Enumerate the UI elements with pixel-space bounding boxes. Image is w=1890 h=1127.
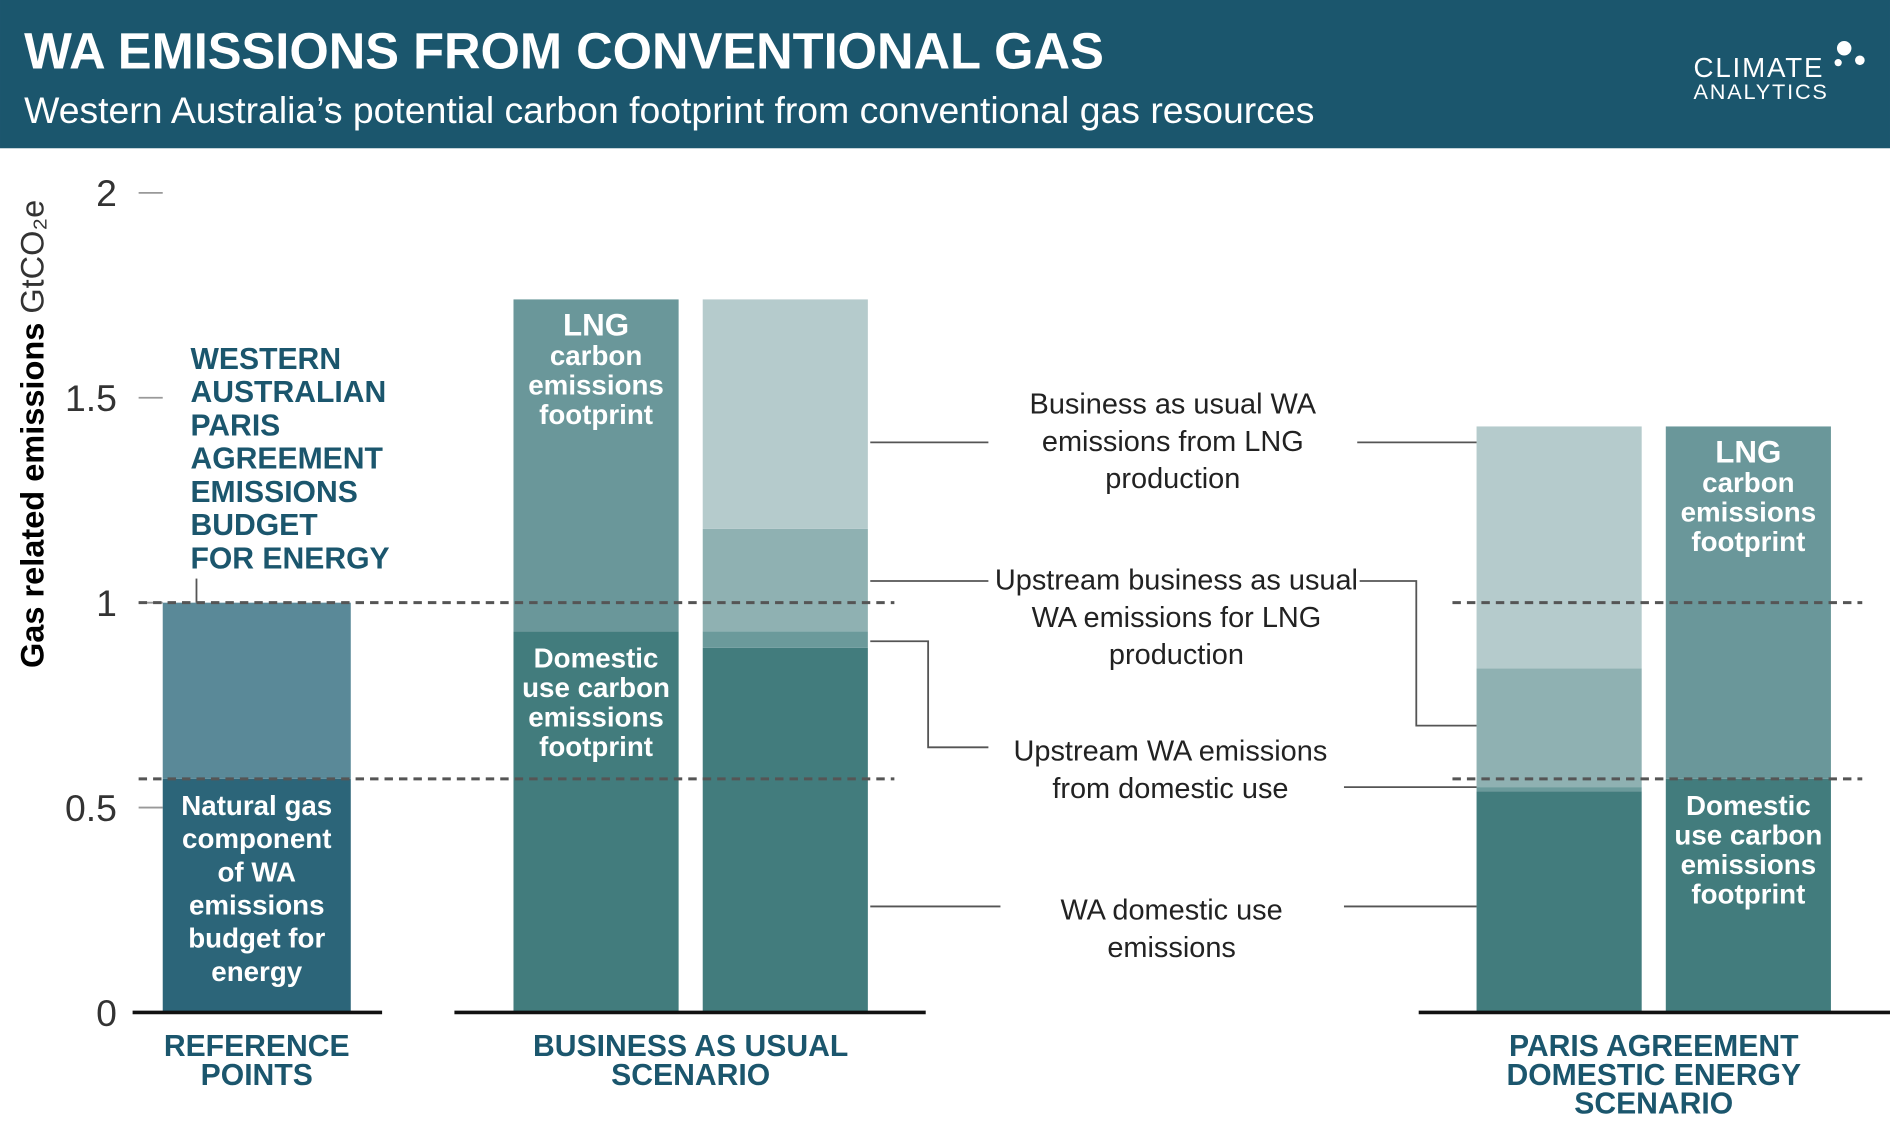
segment-label: Natural gas: [181, 790, 332, 821]
bar-segment: [162, 778, 351, 1013]
bar-segment: [702, 647, 868, 1013]
segment-label: footprint: [539, 399, 653, 430]
group-label: DOMESTIC ENERGY: [1506, 1059, 1801, 1092]
segment-label: emissions: [528, 370, 664, 401]
bar-segment: [513, 299, 679, 632]
y-tick-label: 0.5: [65, 787, 117, 829]
reference-note: FOR ENERGY: [190, 542, 389, 575]
group-label: SCENARIO: [1574, 1088, 1733, 1121]
segment-label: footprint: [1691, 879, 1805, 910]
logo-text: ANALYTICS: [1694, 79, 1829, 104]
segment-label: use carbon: [522, 672, 670, 703]
logo-text: CLIMATE: [1694, 52, 1825, 83]
bar-segment: [702, 631, 868, 648]
chart-title: WA EMISSIONS FROM CONVENTIONAL GAS: [24, 23, 1104, 80]
y-axis-unit: GtCO₂e: [14, 200, 50, 314]
chart-subtitle: Western Australia’s potential carbon foo…: [24, 89, 1314, 131]
annotation: WA domestic use: [1060, 895, 1282, 927]
segment-label: Domestic: [534, 643, 659, 674]
header-band: [0, 0, 1890, 149]
bar-segment: [1665, 778, 1831, 1013]
segment-label: footprint: [1691, 526, 1805, 557]
bar-segment: [702, 299, 868, 529]
reference-note: AUSTRALIAN: [190, 376, 386, 409]
group-label: SCENARIO: [611, 1059, 770, 1092]
annotation: emissions from LNG: [1042, 426, 1304, 458]
segment-label: LNG: [563, 308, 629, 343]
y-tick-label: 1: [96, 582, 117, 624]
logo-icon: [1855, 55, 1865, 66]
group-label: POINTS: [201, 1059, 313, 1092]
y-tick-label: 2: [96, 172, 117, 214]
bar-segment: [513, 631, 679, 1013]
annotation: Upstream WA emissions: [1014, 736, 1328, 768]
bar-segment: [702, 528, 868, 632]
reference-note: AGREEMENT: [190, 443, 383, 476]
segment-label: emissions: [528, 702, 664, 733]
segment-label: budget for: [188, 923, 325, 954]
annotation-leader: [870, 640, 989, 749]
reference-note: EMISSIONS: [190, 476, 357, 509]
bar-segment: [1476, 426, 1642, 669]
logo-icon: [1836, 40, 1852, 56]
bar-segment: [1476, 791, 1642, 1013]
segment-label: Domestic: [1686, 790, 1811, 821]
group-label: BUSINESS AS USUAL: [533, 1030, 848, 1063]
annotation: Business as usual WA: [1030, 388, 1317, 420]
bar-segment: [162, 602, 351, 779]
segment-label: emissions: [1681, 849, 1817, 880]
y-tick-label: 0: [96, 992, 117, 1034]
logo-icon: [1834, 59, 1842, 67]
segment-label: LNG: [1715, 435, 1781, 470]
segment-label: emissions: [1681, 497, 1817, 528]
annotation: WA emissions for LNG: [1032, 602, 1322, 634]
annotation-leader: [1359, 580, 1477, 727]
segment-label: energy: [211, 956, 302, 987]
segment-label: carbon: [1702, 467, 1794, 498]
reference-note: BUDGET: [190, 509, 318, 542]
reference-note: PARIS: [190, 409, 280, 442]
annotation: from domestic use: [1052, 773, 1288, 805]
annotation: production: [1105, 463, 1240, 495]
bar-segment: [1476, 787, 1642, 792]
annotation: Upstream business as usual: [995, 564, 1358, 596]
group-label: PARIS AGREEMENT: [1509, 1030, 1799, 1063]
segment-label: use carbon: [1674, 820, 1822, 851]
reference-note: WESTERN: [190, 343, 341, 376]
segment-label: component: [182, 823, 331, 854]
y-axis-title: Gas related emissions: [14, 323, 50, 668]
group-label: REFERENCE: [164, 1030, 350, 1063]
segment-label: carbon: [550, 340, 642, 371]
segment-label: emissions: [189, 889, 325, 920]
annotation: emissions: [1107, 932, 1236, 964]
segment-label: footprint: [539, 731, 653, 762]
y-tick-label: 1.5: [65, 377, 117, 419]
segment-label: of WA: [217, 856, 296, 887]
bar-segment: [1476, 668, 1642, 788]
annotation: production: [1109, 639, 1244, 671]
y-axis-label: Gas related emissions GtCO₂e: [14, 200, 50, 668]
